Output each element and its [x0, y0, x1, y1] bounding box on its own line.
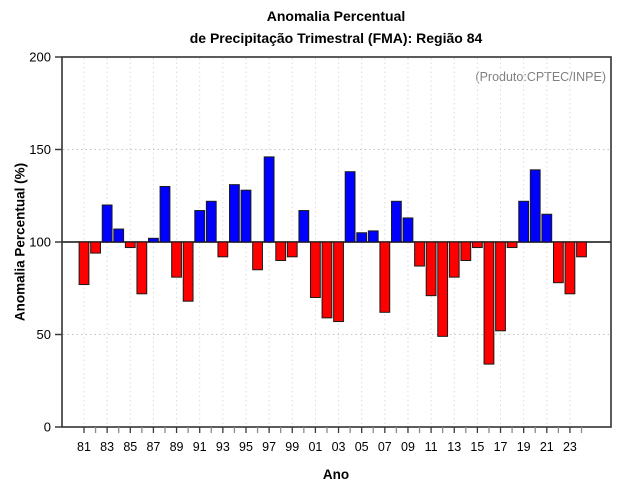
- bar-89: [171, 241, 182, 278]
- bar-22: [552, 241, 564, 284]
- y-axis-tick-label: 100: [29, 235, 51, 250]
- x-axis-tick-label: 03: [332, 440, 346, 454]
- bar-07: [379, 241, 391, 313]
- x-axis-tick-label: 85: [123, 440, 137, 454]
- x-axis-tick-label: 91: [193, 440, 207, 454]
- bar-17: [495, 241, 506, 332]
- bar-87: [148, 237, 159, 243]
- x-axis-label: Ano: [322, 467, 350, 482]
- bar-21: [541, 213, 553, 243]
- chart-title-line2: de Precipitação Trimestral (FMA): Região…: [189, 30, 483, 46]
- bar-95: [240, 189, 252, 243]
- x-axis-tick-label: 83: [100, 440, 114, 454]
- x-axis-tick-label: 89: [170, 440, 184, 454]
- bar-18: [506, 241, 518, 249]
- y-axis-tick-label: 0: [44, 420, 51, 435]
- x-axis-tick-label: 05: [355, 440, 369, 454]
- bar-00: [298, 210, 310, 243]
- bar-23: [564, 241, 576, 295]
- bar-99: [286, 241, 298, 258]
- bar-82: [90, 241, 101, 254]
- bar-19: [518, 200, 530, 243]
- bar-20: [529, 169, 541, 243]
- bar-01: [310, 241, 321, 298]
- bar-97: [263, 156, 275, 243]
- x-axis-tick-label: 81: [77, 440, 91, 454]
- bar-02: [321, 241, 333, 319]
- bar-16: [483, 241, 495, 365]
- x-axis-tick-label: 07: [378, 440, 392, 454]
- x-axis-tick-label: 09: [401, 440, 415, 454]
- bar-11: [425, 241, 437, 297]
- chart-title-line1: Anomalia Percentual: [266, 8, 406, 24]
- bar-83: [101, 204, 113, 243]
- y-axis-tick-label: 50: [37, 327, 51, 342]
- bar-81: [78, 241, 90, 286]
- x-axis-tick-label: 99: [285, 440, 299, 454]
- bar-91: [194, 210, 206, 243]
- bar-13: [448, 241, 460, 278]
- bar-86: [136, 241, 148, 295]
- x-axis-tick-label: 21: [540, 440, 554, 454]
- product-annotation: (Produto:CPTEC/INPE): [475, 70, 606, 84]
- y-axis-tick-label: 150: [29, 142, 51, 157]
- bar-98: [275, 241, 287, 261]
- bar-12: [437, 241, 449, 337]
- x-axis-tick-label: 23: [563, 440, 577, 454]
- x-axis-tick-label: 19: [517, 440, 531, 454]
- bar-24: [576, 241, 587, 258]
- bar-06: [367, 230, 379, 243]
- bar-90: [182, 241, 194, 302]
- x-axis-tick-label: 17: [494, 440, 508, 454]
- x-axis-tick-label: 87: [146, 440, 160, 454]
- bar-92: [205, 200, 217, 243]
- bar-88: [159, 186, 171, 243]
- bar-93: [217, 241, 229, 258]
- bar-03: [333, 241, 344, 323]
- bar-94: [229, 184, 240, 243]
- bar-85: [124, 241, 136, 249]
- bar-08: [390, 200, 402, 243]
- bar-10: [414, 241, 425, 267]
- x-axis-tick-label: 11: [425, 440, 438, 454]
- x-axis-tick-label: 01: [308, 440, 322, 454]
- bar-84: [113, 228, 125, 243]
- y-axis-tick-label: 200: [29, 50, 51, 65]
- x-axis-tick-label: 95: [239, 440, 253, 454]
- bar-05: [356, 232, 368, 243]
- x-axis-tick-label: 93: [216, 440, 230, 454]
- x-axis-tick-label: 15: [470, 440, 484, 454]
- bar-14: [460, 241, 472, 261]
- bar-09: [402, 217, 414, 243]
- x-axis-tick-label: 13: [447, 440, 461, 454]
- x-axis-tick-label: 97: [262, 440, 276, 454]
- bar-15: [471, 241, 483, 249]
- bar-04: [344, 171, 356, 243]
- bar-96: [252, 241, 263, 271]
